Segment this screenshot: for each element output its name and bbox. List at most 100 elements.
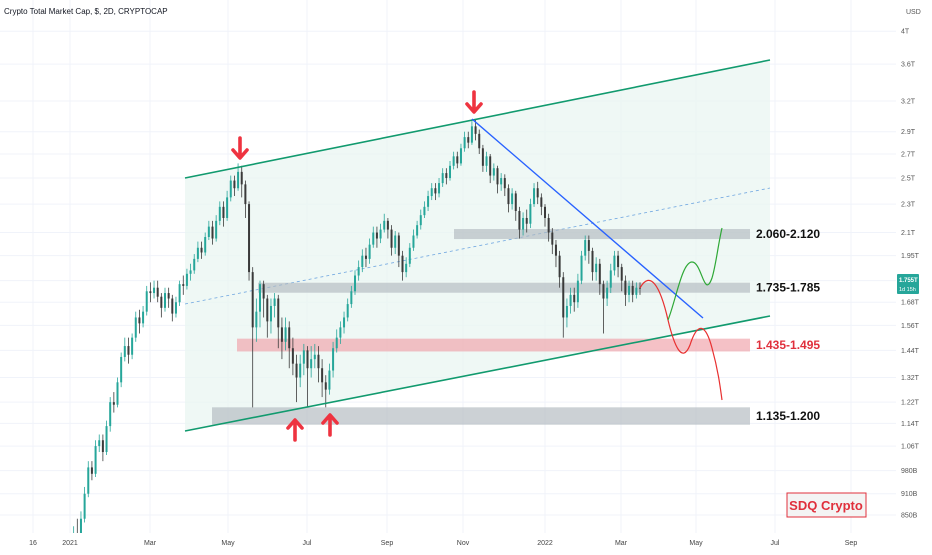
- candle-body: [397, 235, 400, 256]
- candle-body: [372, 232, 375, 245]
- candle-body: [591, 250, 594, 273]
- candle-body: [251, 272, 254, 328]
- candle-body: [412, 235, 415, 248]
- candle-body: [620, 267, 623, 281]
- time-tick-label: May: [689, 540, 703, 547]
- candle-body: [492, 168, 495, 176]
- candle-body: [332, 348, 335, 371]
- candle-body: [101, 440, 104, 453]
- candle-body: [638, 287, 642, 289]
- candle-body: [423, 206, 426, 216]
- candle-body: [112, 402, 115, 405]
- candle-body: [470, 126, 473, 143]
- candle-body: [306, 350, 309, 369]
- time-axis-background: [0, 533, 932, 550]
- candle-body: [83, 493, 86, 519]
- zone-box: [237, 338, 750, 352]
- zone-label: 1.135-1.200: [756, 409, 820, 423]
- candle-body: [116, 382, 119, 405]
- candle-body: [434, 188, 437, 194]
- candle-body: [438, 183, 441, 194]
- candle-body: [350, 291, 353, 305]
- zone-label: 1.735-1.785: [756, 281, 820, 295]
- time-tick-label: Mar: [144, 540, 157, 547]
- candle-body: [240, 171, 243, 185]
- candle-body: [218, 206, 221, 221]
- price-tick-label: 2.5T: [901, 176, 916, 183]
- candle-body: [529, 204, 532, 224]
- candle-body: [379, 229, 382, 239]
- price-badge: [897, 274, 919, 294]
- candle-body: [163, 293, 167, 308]
- candle-body: [178, 284, 181, 303]
- candle-body: [558, 255, 561, 278]
- candle-body: [522, 217, 525, 230]
- price-tick-label: 1.06T: [901, 444, 920, 451]
- time-tick-label: Sep: [381, 540, 394, 547]
- price-tick-label: 1.14T: [901, 421, 920, 428]
- candle-body: [361, 255, 364, 268]
- watermark-text: SDQ Crypto: [789, 498, 863, 513]
- candle-body: [383, 220, 386, 230]
- time-tick-label: 2022: [537, 540, 553, 547]
- zones: 2.060-2.120 1.735-1.785 1.435-1.495 1.135-1…: [212, 227, 820, 425]
- zone-box: [258, 282, 750, 293]
- candle-body: [185, 273, 188, 286]
- price-badge-countdown: 1d 15h: [899, 287, 916, 293]
- candle-body: [408, 247, 411, 264]
- candle-body: [149, 291, 152, 294]
- candle-body: [540, 197, 543, 207]
- candle-body: [280, 327, 283, 342]
- price-tick-label: 2.3T: [901, 202, 916, 209]
- candle-body: [156, 287, 159, 297]
- candle-body: [90, 467, 93, 474]
- time-tick-label: Jul: [303, 540, 312, 547]
- candle-body: [430, 188, 433, 197]
- candles: [68, 119, 642, 555]
- candle-body: [584, 240, 587, 256]
- candle-body: [207, 226, 210, 238]
- time-tick-label: 2021: [62, 540, 78, 547]
- candle-body: [79, 518, 82, 538]
- candle-body: [138, 317, 141, 324]
- arrow-down-icon: [231, 136, 249, 160]
- candle-body: [233, 180, 236, 189]
- candle-body: [269, 305, 272, 322]
- candle-body: [105, 426, 108, 453]
- price-tick-label: 2.9T: [901, 129, 916, 136]
- candle-body: [613, 255, 616, 271]
- price-tick-label: 4T: [901, 29, 910, 36]
- candle-body: [609, 270, 612, 288]
- candle-body: [569, 294, 572, 306]
- price-tick-label: 2.7T: [901, 152, 916, 159]
- candle-body: [595, 263, 598, 273]
- channel-top-line: [184, 59, 771, 179]
- candle-body: [547, 217, 550, 233]
- candle-body: [481, 148, 484, 166]
- candle-body: [543, 206, 547, 218]
- price-axis-background: [896, 0, 932, 534]
- candle-body: [368, 244, 371, 259]
- bearish-projection-path: [639, 279, 723, 401]
- candle-body: [576, 280, 579, 303]
- candle-body: [419, 215, 422, 226]
- candle-body: [427, 196, 430, 207]
- price-tick-label: 3.6T: [901, 62, 916, 69]
- candle-body: [536, 188, 539, 198]
- candle-body: [302, 350, 305, 364]
- candle-body: [277, 298, 280, 328]
- candle-body: [196, 247, 199, 259]
- candle-body: [222, 206, 225, 218]
- candle-body: [474, 126, 477, 134]
- candle-body: [503, 178, 506, 189]
- candle-body: [467, 137, 470, 143]
- candle-body: [174, 302, 177, 314]
- candle-body: [573, 294, 576, 303]
- candle-body: [459, 148, 462, 164]
- candle-body: [624, 280, 627, 295]
- candle-body: [514, 193, 517, 211]
- zone-box: [212, 407, 750, 425]
- time-tick-label: Nov: [457, 540, 470, 547]
- candle-body: [258, 284, 262, 312]
